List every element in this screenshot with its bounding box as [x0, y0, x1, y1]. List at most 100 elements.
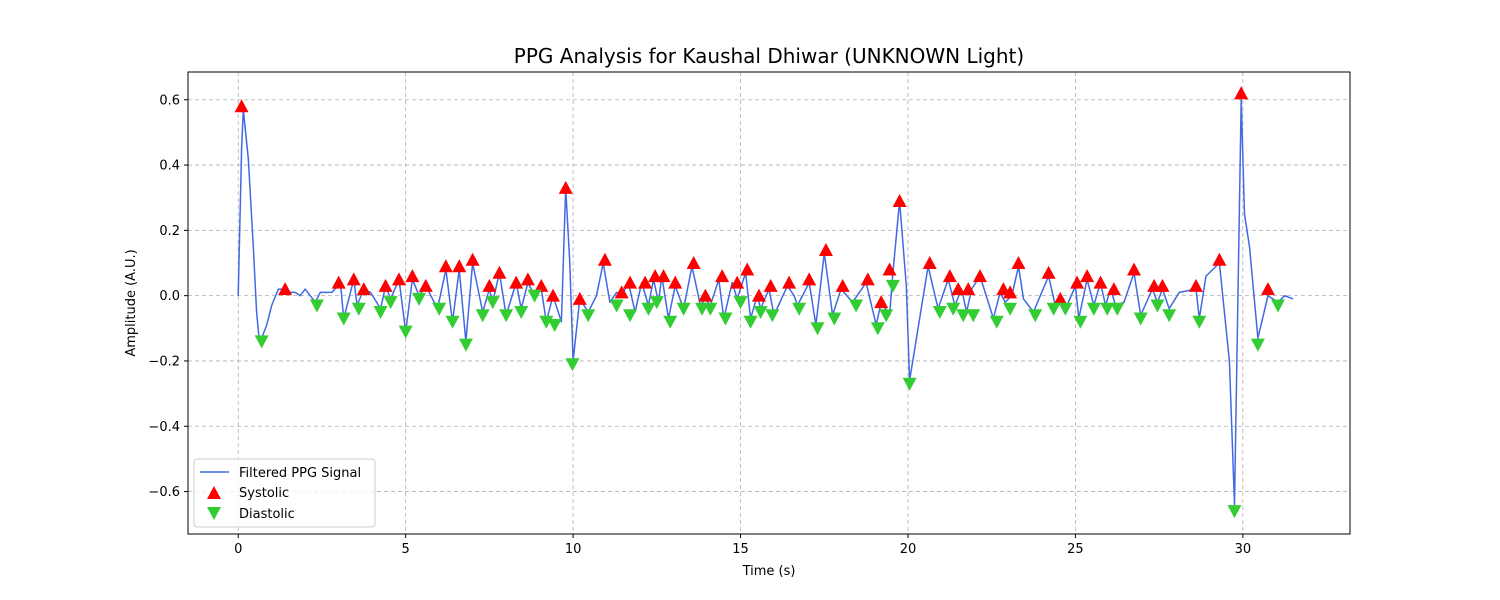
axes-frame: [187, 71, 1351, 535]
x-tick-label: 30: [1235, 542, 1252, 557]
legend-label-signal: Filtered PPG Signal: [239, 466, 361, 481]
legend-systolic-swatch: [207, 486, 221, 499]
systolic-marker: [492, 265, 507, 279]
systolic-marker: [1080, 269, 1095, 283]
diastolic-marker: [623, 309, 638, 323]
systolic-marker: [1041, 265, 1056, 279]
systolic-marker: [558, 180, 573, 194]
diastolic-marker: [1271, 299, 1286, 313]
systolic-marker: [482, 278, 497, 292]
systolic-marker: [346, 272, 361, 286]
systolic-marker: [1212, 252, 1227, 266]
diastolic-marker: [966, 309, 981, 323]
systolic-marker: [623, 275, 638, 289]
x-tick-label: 20: [900, 542, 917, 557]
diastolic-marker: [412, 292, 427, 306]
legend-diastolic-swatch: [207, 507, 221, 520]
legend-box: [193, 458, 376, 528]
systolic-marker: [418, 278, 433, 292]
systolic-marker: [520, 272, 535, 286]
diastolic-marker: [879, 309, 894, 323]
diastolic-marker: [499, 309, 514, 323]
diastolic-marker: [870, 322, 885, 336]
systolic-marker: [1106, 282, 1121, 296]
diastolic-marker: [1250, 338, 1265, 352]
systolic-marker: [378, 278, 393, 292]
x-axis-label: Time (s): [742, 564, 796, 579]
diastolic-marker: [956, 309, 971, 323]
diastolic-marker: [885, 279, 900, 293]
diastolic-marker: [1046, 302, 1061, 316]
x-tick-label: 25: [1067, 542, 1084, 557]
diastolic-marker: [1073, 315, 1088, 329]
diastolic-marker: [1003, 302, 1018, 316]
systolic-marker: [656, 269, 671, 283]
diastolic-marker: [254, 335, 269, 349]
systolic-marker: [882, 262, 897, 276]
diastolic-marker: [539, 315, 554, 329]
systolic-marker: [922, 256, 937, 270]
diastolic-marker: [309, 299, 324, 313]
diastolic-marker: [649, 296, 664, 310]
diastolic-marker: [733, 296, 748, 310]
diastolic-marker: [1192, 315, 1207, 329]
diastolic-marker: [432, 302, 447, 316]
diastolic-marker: [932, 305, 947, 319]
systolic-marker: [1053, 291, 1068, 305]
systolic-marker: [972, 269, 987, 283]
legend-label-diastolic: Diastolic: [239, 507, 295, 522]
systolic-marker: [534, 278, 549, 292]
systolic-marker: [686, 256, 701, 270]
x-tick-label: 0: [234, 542, 242, 557]
systolic-marker: [509, 275, 524, 289]
systolic-marker: [391, 272, 406, 286]
diastolic-marker: [1227, 505, 1242, 519]
systolic-marker: [740, 262, 755, 276]
diastolic-marker: [663, 315, 678, 329]
diastolic-marker: [514, 305, 529, 319]
diastolic-marker: [641, 302, 656, 316]
systolic-marker: [597, 252, 612, 266]
diastolic-marker: [849, 299, 864, 313]
y-tick-label: 0.0: [159, 289, 180, 304]
y-tick-label: 0.4: [159, 159, 180, 174]
systolic-marker: [278, 282, 293, 296]
x-tick-label: 5: [402, 542, 410, 557]
diastolic-marker: [609, 299, 624, 313]
diastolic-marker: [1150, 299, 1165, 313]
chart-title: PPG Analysis for Kaushal Dhiwar (UNKNOWN…: [514, 44, 1024, 68]
diastolic-marker: [1133, 312, 1148, 326]
y-tick-label: −0.2: [148, 354, 180, 369]
systolic-marker: [874, 295, 889, 309]
systolic-marker: [465, 252, 480, 266]
y-axis-label: Amplitude (A.U.): [124, 249, 139, 356]
systolic-marker: [405, 269, 420, 283]
systolic-marker: [1011, 256, 1026, 270]
x-axis-ticks: 0 5 10 15 20 25 30: [234, 534, 1251, 557]
signal-layer: [237, 99, 1294, 506]
systolic-marker: [331, 275, 346, 289]
diastolic-marker: [753, 305, 768, 319]
systolic-marker: [438, 259, 453, 273]
systolic-marker: [951, 282, 966, 296]
diastolic-marker: [565, 358, 580, 372]
systolic-marker: [715, 269, 730, 283]
diastolic-marker: [1058, 302, 1073, 316]
diastolic-marker: [902, 377, 917, 391]
diastolic-marker: [373, 305, 388, 319]
diastolic-marker: [792, 302, 807, 316]
diastolic-marker: [547, 319, 562, 333]
diastolic-marker: [703, 302, 718, 316]
diastolic-marker: [1086, 302, 1101, 316]
systolic-marker: [1070, 275, 1085, 289]
diastolic-marker: [458, 338, 473, 352]
systolic-marker: [1093, 275, 1108, 289]
systolic-marker: [818, 242, 833, 256]
systolic-marker: [1234, 86, 1249, 100]
systolic-marker: [1260, 282, 1275, 296]
diastolic-marker: [336, 312, 351, 326]
systolic-marker: [234, 99, 249, 113]
diastolic-marker: [827, 312, 842, 326]
diastolic-marker: [676, 302, 691, 316]
